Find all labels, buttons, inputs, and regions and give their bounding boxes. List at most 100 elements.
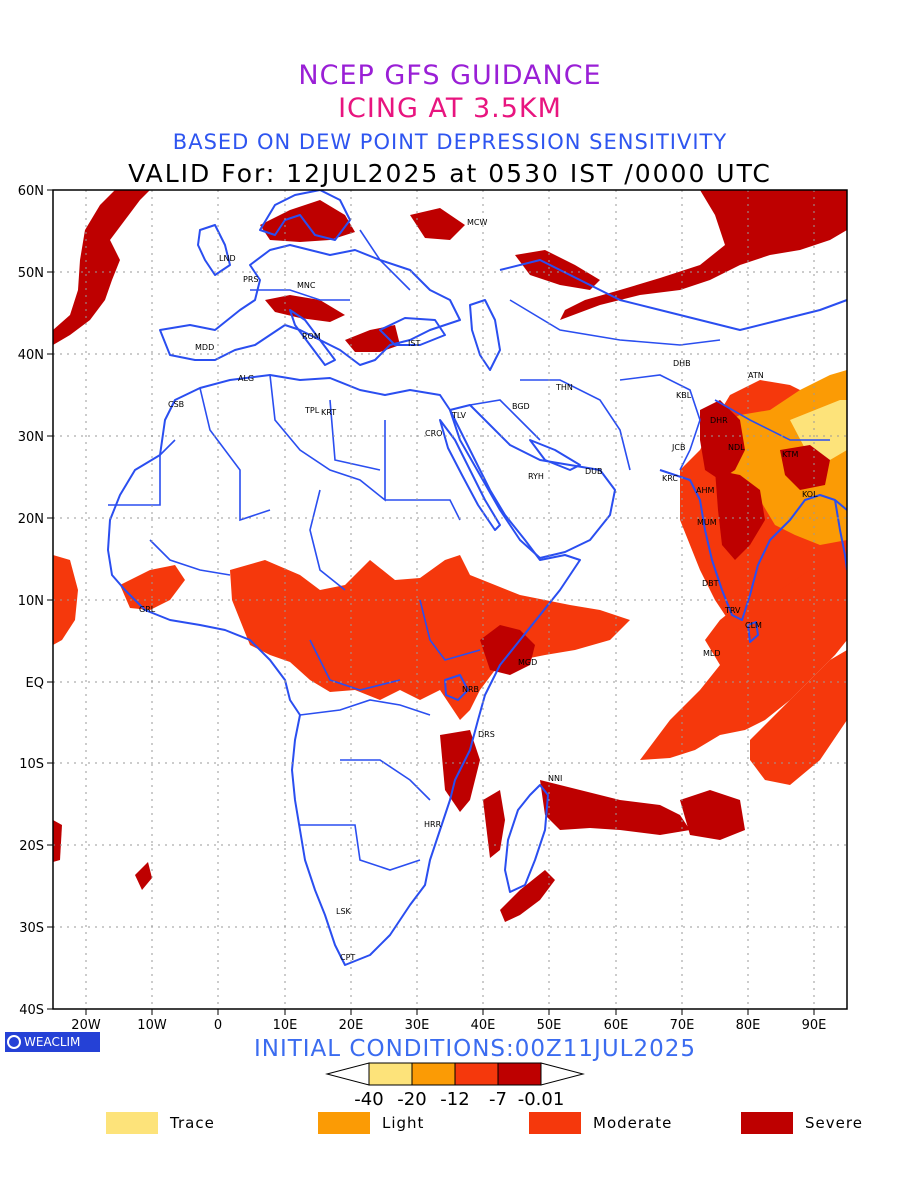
border-sahara-3 xyxy=(309,489,346,591)
border-iran xyxy=(520,379,631,471)
icing-severe-west-edge xyxy=(53,820,62,862)
city-label: IST xyxy=(408,339,420,348)
city-label: LSK xyxy=(336,907,352,916)
borders xyxy=(108,229,830,871)
legend-swatch-light xyxy=(318,1112,370,1134)
city-label: KRT xyxy=(321,408,336,417)
city-label: TLV xyxy=(451,411,466,420)
colorbar: -40 -20 -12 -7 -0.01 xyxy=(325,1062,585,1110)
black-sea xyxy=(379,317,446,346)
icing-moderate-indian-ocean xyxy=(750,650,847,785)
colorbar-box-severe xyxy=(497,1062,542,1086)
city-label: KTM xyxy=(782,450,799,459)
border-afghan xyxy=(619,374,701,421)
srilanka-coastline xyxy=(747,621,759,643)
red-sea xyxy=(439,419,501,531)
city-label: DBT xyxy=(702,579,719,588)
city-label: DHB xyxy=(673,359,691,368)
city-label: MDD xyxy=(195,343,214,352)
badge-label: WEACLIM xyxy=(24,1035,81,1049)
title-line-2: ICING AT 3.5KM xyxy=(338,93,562,124)
legend-swatch-severe xyxy=(741,1112,793,1134)
lat-label: EQ xyxy=(26,676,44,691)
city-label: NDL xyxy=(728,443,745,452)
africa-coastline xyxy=(107,374,581,966)
city-label: ROM xyxy=(302,332,321,341)
city-label: MCW xyxy=(467,218,487,227)
border-south-2 xyxy=(340,759,431,801)
lat-label: 30N xyxy=(18,430,44,445)
weaclim-badge: WEACLIM xyxy=(5,1032,100,1052)
lat-label: 60N xyxy=(18,184,44,199)
border-mideast-1 xyxy=(469,399,541,441)
icing-trace-india xyxy=(790,400,847,460)
border-russia-europe xyxy=(359,229,411,291)
city-label: CRO xyxy=(425,429,442,438)
lon-label: 80E xyxy=(736,1018,761,1033)
legend-swatch-trace xyxy=(106,1112,158,1134)
legend-label: Moderate xyxy=(593,1114,673,1132)
arabia-coastline xyxy=(449,404,616,559)
lon-label: 0 xyxy=(214,1018,222,1033)
icing-moderate-atlantic xyxy=(53,555,78,645)
icing-severe-india-north xyxy=(700,400,745,480)
border-libya xyxy=(329,399,381,471)
legend-label: Light xyxy=(382,1114,425,1132)
icing-severe-balkans xyxy=(345,325,400,352)
colorbar-tick: -20 xyxy=(397,1089,426,1110)
icing-severe-south-atlantic xyxy=(135,862,152,890)
city-label: ATN xyxy=(748,371,764,380)
lat-label: 20N xyxy=(18,512,44,527)
city-label: BGD xyxy=(512,402,530,411)
icing-severe-mozambique-south xyxy=(483,790,505,858)
city-label: DHR xyxy=(710,416,728,425)
legend-trace: Trace xyxy=(106,1111,215,1135)
icing-moderate-sahel-west xyxy=(120,565,185,610)
city-label: KRC xyxy=(662,474,678,483)
icing-severe-russia-mid xyxy=(410,208,465,240)
icing-severe-indian-ocean-east xyxy=(680,790,745,840)
initial-conditions: INITIAL CONDITIONS:00Z11JUL2025 xyxy=(253,1036,697,1062)
valid-time: VALID For: 12JUL2025 at 0530 IST /0000 U… xyxy=(128,159,772,188)
lon-label: 30E xyxy=(405,1018,430,1033)
tick-marks xyxy=(47,189,815,1015)
icing-severe-europe-central xyxy=(265,295,345,322)
city-label: DRS xyxy=(478,730,495,739)
lat-labels: 60N 50N 40N 30N 20N 10N EQ 10S 20S 30S 4… xyxy=(18,184,44,1018)
icing-severe-india-ne xyxy=(780,445,830,490)
city-label: NRB xyxy=(462,685,479,694)
city-label: KOL xyxy=(802,490,818,499)
city-label: THN xyxy=(555,383,573,392)
lon-label: 70E xyxy=(670,1018,695,1033)
britain-coastline xyxy=(197,224,231,276)
lat-label: 40S xyxy=(19,1003,44,1018)
italy-coastline xyxy=(289,309,336,366)
lat-label: 40N xyxy=(18,348,44,363)
border-europe-1 xyxy=(250,289,350,301)
city-label: NNI xyxy=(548,774,562,783)
lon-label: 50E xyxy=(537,1018,562,1033)
legend-label: Severe xyxy=(805,1114,863,1132)
border-sahara-1 xyxy=(269,374,386,502)
colorbar-box-trace xyxy=(368,1062,413,1086)
colorbar-tick: -7 xyxy=(489,1089,507,1110)
colorbar-tick: -40 xyxy=(354,1089,383,1110)
lon-label: 10W xyxy=(137,1018,167,1033)
city-label: CLM xyxy=(745,621,762,630)
border-south-1 xyxy=(300,824,421,871)
border-india-china xyxy=(714,399,830,441)
icing-moderate-arabian-sea xyxy=(640,555,847,760)
scandinavia-coastline xyxy=(259,190,351,241)
legend-light: Light xyxy=(318,1111,424,1135)
border-east-1 xyxy=(419,599,481,661)
map-layers: MCW LND PRS MNC ROM MDD IST ALG CSB TPL … xyxy=(53,190,847,1009)
border-central-1 xyxy=(299,699,431,716)
city-label: LND xyxy=(219,254,236,263)
copyright-icon xyxy=(7,1035,21,1049)
asia-outline xyxy=(499,259,847,331)
title-line-1: NCEP GFS GUIDANCE xyxy=(298,60,602,91)
lat-label: 10N xyxy=(18,594,44,609)
lat-label: 30S xyxy=(19,921,44,936)
lon-label: 90E xyxy=(802,1018,827,1033)
lat-label: 50N xyxy=(18,266,44,281)
